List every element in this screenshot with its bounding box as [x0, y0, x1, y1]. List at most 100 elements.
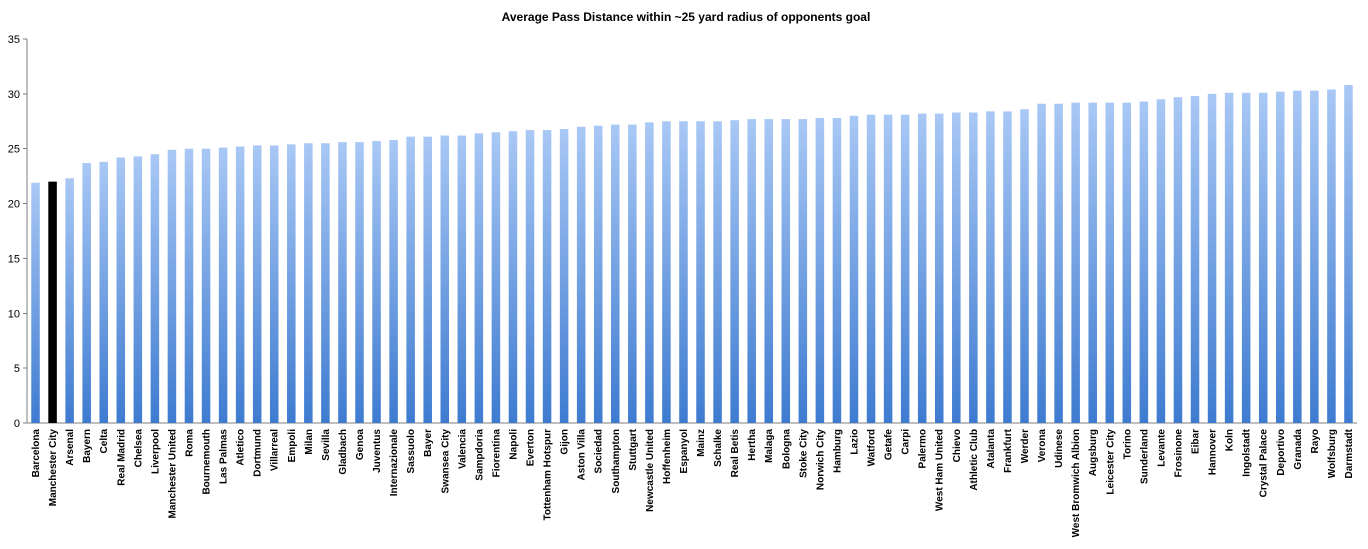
x-tick-label: Atalanta [986, 429, 997, 469]
bar [65, 178, 74, 423]
x-tick-label: Malaga [764, 429, 775, 463]
bar [832, 117, 842, 424]
bar [116, 157, 126, 424]
bar [1156, 99, 1166, 423]
x-tick-label: Barcelona [31, 429, 42, 478]
bar [542, 130, 552, 423]
x-tick-label: Chievo [952, 429, 963, 462]
bar [1088, 102, 1097, 423]
bar [201, 148, 211, 423]
bar [184, 148, 194, 423]
x-tick-label: Real Betis [730, 429, 741, 478]
x-tick-label: Verona [1037, 429, 1048, 463]
bar [798, 119, 808, 423]
x-tick-label: Norwich City [815, 429, 826, 491]
x-tick-label: Darmstadt [1344, 428, 1355, 478]
bar [423, 136, 432, 423]
x-tick-label: Gladbach [338, 429, 349, 475]
bar [1173, 97, 1183, 424]
bar [934, 113, 944, 424]
x-tick-label: Empoli [287, 429, 298, 463]
bar [1139, 101, 1149, 423]
x-tick-label: Atletico [236, 429, 247, 466]
bar [849, 115, 859, 424]
x-tick-label: Sampdoria [474, 429, 485, 481]
x-tick-label: Everton [526, 429, 537, 466]
bar [917, 113, 927, 424]
x-tick-label: Koln [1225, 429, 1236, 451]
x-tick-label: Sunderland [1139, 429, 1150, 484]
x-tick-label: Bournemouth [202, 429, 213, 495]
bar [389, 139, 398, 423]
x-tick-label: Juventus [372, 429, 383, 473]
bar [1020, 109, 1029, 423]
bar [1293, 90, 1302, 423]
x-tick-label: Levante [1156, 429, 1167, 467]
x-tick-label: Valencia [457, 429, 468, 469]
y-tick-label: 25 [8, 144, 20, 156]
bar [372, 141, 381, 423]
bar [986, 111, 995, 423]
x-tick-label: Frosinone [1173, 429, 1184, 478]
x-tick-label: Tottenham Hotspur [543, 429, 554, 521]
x-tick-label: Las Palmas [219, 429, 230, 484]
x-tick-label: Getafe [884, 429, 895, 461]
bar [781, 119, 791, 423]
bar [287, 144, 296, 423]
bar [508, 131, 518, 423]
x-tick-label: Chelsea [133, 429, 144, 468]
bar [883, 114, 893, 423]
x-tick-label: Swansea City [440, 429, 451, 494]
bar [338, 142, 347, 423]
bar [150, 154, 160, 423]
x-tick-label: Palermo [918, 429, 929, 468]
bar [611, 124, 620, 423]
x-tick-label: Stoke City [798, 429, 809, 478]
bar [1003, 111, 1012, 423]
x-tick-label: Athletic Club [969, 429, 980, 491]
bar [133, 156, 143, 423]
x-tick-label: Genoa [355, 429, 366, 461]
bar [696, 121, 705, 423]
x-tick-label: Crystal Palace [1259, 429, 1270, 498]
x-tick-label: Schalke [713, 429, 724, 467]
y-tick-label: 20 [8, 199, 20, 211]
x-axis-labels: Barcelona Manchester City Arsenal Bayern Cel… [31, 428, 1355, 537]
x-tick-label: Real Madrid [116, 429, 127, 486]
x-tick-label: Hertha [747, 429, 758, 461]
x-tick-label: Celta [99, 429, 110, 454]
x-tick-label: Stuttgart [628, 428, 639, 470]
x-tick-label: West Bromwich Albion [1071, 429, 1082, 537]
x-tick-label: Milan [304, 429, 315, 455]
bar [1071, 102, 1080, 423]
bar [559, 128, 569, 423]
x-tick-label: Espanyol [679, 429, 690, 474]
x-tick-label: Bayern [82, 429, 93, 463]
x-tick-label: Udinese [1054, 429, 1065, 468]
x-tick-label: Fiorentina [491, 429, 502, 478]
x-tick-label: Rayo [1310, 429, 1321, 453]
bar [1344, 85, 1353, 423]
bar [1207, 93, 1217, 424]
x-tick-label: Augsburg [1088, 429, 1099, 476]
x-tick-label: Aston Villa [577, 429, 588, 481]
bar [321, 143, 330, 424]
bar [82, 162, 91, 424]
y-tick-label: 15 [8, 253, 20, 265]
bar [1310, 90, 1319, 423]
x-tick-label: Arsenal [65, 429, 76, 466]
bar [235, 146, 245, 423]
x-tick-label: Manchester United [167, 429, 178, 518]
bar [491, 132, 501, 423]
x-tick-label: Hoffenheim [662, 429, 673, 484]
bar [457, 135, 467, 424]
x-tick-label: West Ham United [935, 429, 946, 511]
bar [218, 147, 228, 423]
bar [679, 121, 688, 423]
x-tick-label: Villarreal [270, 429, 281, 471]
x-tick-label: Bologna [781, 429, 792, 469]
bar [1122, 102, 1132, 423]
y-tick-label: 30 [8, 89, 20, 101]
bar [969, 112, 978, 423]
